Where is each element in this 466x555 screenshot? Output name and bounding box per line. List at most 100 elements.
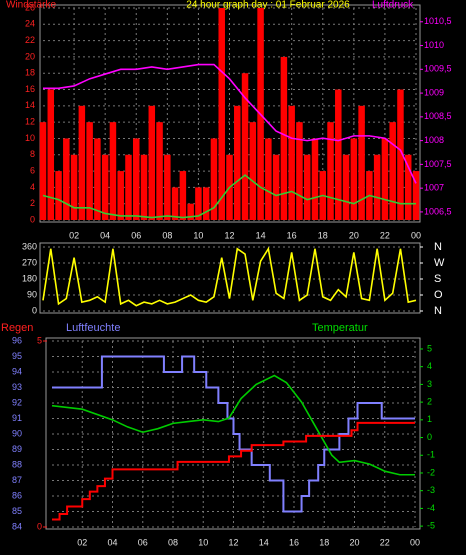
bar — [272, 154, 280, 220]
bar — [55, 171, 62, 220]
line — [51, 374, 415, 476]
y-tick-label: 8 — [30, 149, 35, 159]
y2-tick-label: 1009 — [424, 87, 444, 97]
x-tick-label: 06 — [131, 230, 141, 240]
y-tick-label: 14 — [25, 100, 35, 110]
x-tick-label: 14 — [259, 537, 269, 547]
bar — [389, 122, 396, 220]
y2-tick-label: 1006,5 — [424, 206, 452, 216]
x-tick-label: 18 — [319, 537, 329, 547]
y2-tick-label: 1008,5 — [424, 111, 452, 121]
bar — [350, 138, 358, 220]
y2-tick-label: 1010 — [424, 40, 444, 50]
bar — [210, 138, 218, 220]
y-tick-label: 12 — [25, 117, 35, 127]
y-tick-label: 86 — [12, 490, 22, 500]
y2-tick-label: 1010,5 — [424, 16, 452, 26]
y2-tick-label: 1007 — [424, 183, 444, 193]
y2-tick-label: S — [434, 273, 441, 285]
bar — [78, 105, 86, 220]
x-tick-label: 04 — [100, 230, 110, 240]
bar — [117, 171, 124, 220]
y2-tick-label: O — [434, 289, 443, 301]
bar — [164, 154, 171, 220]
y2-tick-label: 0 — [427, 432, 432, 442]
x-tick-label: 18 — [318, 230, 328, 240]
y-tick-label: 22 — [25, 35, 35, 45]
x-tick-label: 00 — [410, 537, 420, 547]
x-tick-label: 22 — [380, 537, 390, 547]
bar — [94, 138, 101, 220]
y2-tick-label: 2 — [427, 396, 432, 406]
bar — [109, 122, 117, 220]
bar — [133, 138, 140, 220]
y-tick-label: 2 — [30, 198, 35, 208]
bar — [404, 154, 412, 220]
x-tick-label: 00 — [411, 230, 421, 240]
y-tick-label: 84 — [12, 521, 22, 531]
bar — [358, 105, 365, 220]
y2-tick-label: 4 — [427, 361, 432, 371]
y-tick-label: 95 — [12, 351, 22, 361]
bar — [171, 187, 179, 220]
y-tick-label: 94 — [12, 366, 22, 376]
bar — [39, 122, 47, 220]
y2-tick-label: W — [434, 257, 445, 269]
y2-tick-label: -3 — [427, 485, 435, 495]
bar — [381, 138, 389, 220]
bar — [397, 89, 404, 221]
y3-label: Regen — [1, 322, 33, 334]
y2-label: Temperatur — [312, 322, 368, 334]
y-tick-label: 18 — [25, 68, 35, 78]
bar — [327, 122, 334, 220]
x-tick-label: 08 — [162, 230, 172, 240]
y2-label: Luftdruck — [372, 0, 414, 11]
bar — [148, 105, 156, 220]
y-tick-label: 93 — [12, 382, 22, 392]
y-tick-label: 16 — [25, 84, 35, 94]
line — [42, 246, 417, 307]
x-tick-label: 10 — [198, 537, 208, 547]
y-tick-label: 4 — [30, 182, 35, 192]
x-tick-label: 12 — [228, 537, 238, 547]
bar — [156, 122, 163, 220]
y-tick-label: 89 — [12, 444, 22, 454]
bar — [202, 187, 210, 220]
line — [42, 174, 416, 219]
x-tick-label: 12 — [224, 230, 234, 240]
bar — [311, 138, 319, 220]
x-tick-label: 14 — [256, 230, 266, 240]
bar — [335, 89, 342, 221]
y2-tick-label: -5 — [427, 520, 435, 530]
bar — [140, 154, 148, 220]
y2-tick-label: 3 — [427, 379, 432, 389]
y2-tick-label: 5 — [427, 343, 432, 353]
y3-tick-label: 5 — [37, 335, 42, 345]
y-tick-label: 85 — [12, 506, 22, 516]
step-line — [52, 355, 415, 513]
y2-tick-label: N — [434, 305, 442, 317]
bar — [296, 122, 303, 220]
y3-tick-label: 0 — [37, 521, 42, 531]
y2-tick-label: 1008 — [424, 135, 444, 145]
bar — [101, 154, 109, 220]
y-tick-label: 360 — [22, 241, 37, 251]
bar — [234, 105, 241, 220]
y2-tick-label: 1007,5 — [424, 159, 452, 169]
y-tick-label: 20 — [25, 51, 35, 61]
title: 24 hour graph day : 01 Februar 2026 — [186, 0, 350, 11]
bar — [412, 171, 420, 220]
bar — [265, 138, 272, 220]
y-tick-label: 10 — [25, 133, 35, 143]
y-tick-label: 90 — [12, 428, 22, 438]
bar — [241, 73, 249, 220]
bar — [125, 154, 132, 220]
x-tick-label: 04 — [107, 537, 117, 547]
x-tick-label: 02 — [77, 537, 87, 547]
x-tick-label: 10 — [193, 230, 203, 240]
bar — [70, 154, 78, 220]
x-tick-label: 02 — [69, 230, 79, 240]
y-tick-label: 270 — [22, 257, 37, 267]
x-tick-label: 06 — [138, 537, 148, 547]
